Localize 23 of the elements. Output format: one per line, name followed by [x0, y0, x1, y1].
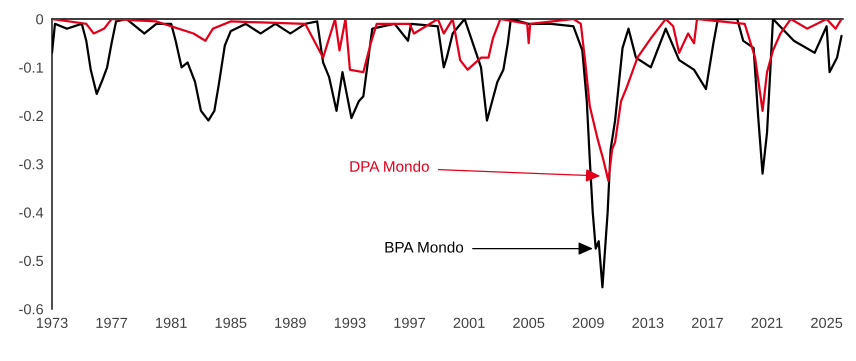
y-tick-label: -0.4: [19, 207, 44, 218]
x-tick-label: 2005: [513, 318, 544, 328]
x-tick-label: 2001: [454, 318, 485, 328]
annotation: BPA Mondo: [385, 241, 464, 253]
annotation: DPA Mondo: [350, 160, 429, 172]
y-tick-label: -0.2: [19, 110, 43, 122]
x-tick-label: 2017: [692, 318, 723, 328]
x-tick-label: 2025: [811, 318, 842, 328]
x-tick-label: 1997: [394, 318, 426, 328]
x-tick-label: 1985: [216, 318, 246, 328]
x-tick-label: 1989: [275, 318, 306, 328]
y-tick-label: -0.5: [19, 256, 44, 266]
x-tick-label: 1973: [36, 318, 68, 328]
x-tick-label: 1981: [156, 318, 187, 328]
x-tick-label: 2013: [632, 318, 664, 328]
x-tick-label: 2009: [572, 318, 604, 328]
y-tick-label: -0.6: [19, 304, 44, 314]
y-tick-label: -0.3: [19, 159, 44, 170]
x-tick-label: 2021: [752, 318, 783, 328]
y-tick-label: -0.1: [19, 62, 43, 73]
x-tick-label: 1993: [334, 318, 366, 328]
x-tick-label: 1977: [96, 318, 128, 328]
y-tick-label: 0: [36, 14, 44, 24]
